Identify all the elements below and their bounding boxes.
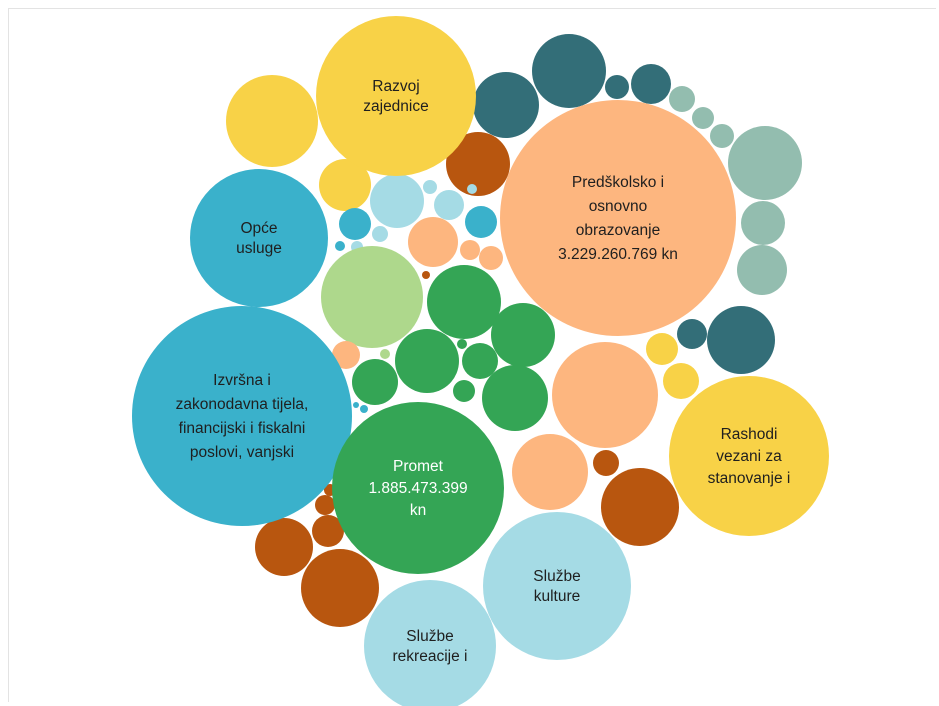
- bubble-blue-26: [339, 208, 371, 240]
- bubble-label-razvoj-zajednice-line-2: zajednice: [363, 98, 429, 115]
- bubble-green-50: [352, 359, 398, 405]
- bubble-sluzbe-rekreacije: [364, 580, 496, 706]
- bubble-darkteal-5: [707, 306, 775, 374]
- bubble-label-predskolsko-obrazovanje-line-3: obrazovanje: [576, 222, 660, 239]
- bubble-blue-29: [360, 405, 368, 413]
- bubble-green-48: [462, 343, 498, 379]
- bubble-izvrsna-tijela: [132, 306, 352, 526]
- bubble-sage-8: [741, 201, 785, 245]
- bubble-label-promet-line-2: 1.885.473.399: [368, 480, 467, 497]
- bubble-label-predskolsko-obrazovanje-line-1: Predškolsko i: [572, 174, 664, 191]
- bubble-blue-27: [465, 206, 497, 238]
- bubble-rust-18: [601, 468, 679, 546]
- bubble-yellow-13: [226, 75, 318, 167]
- bubble-darkteal-3: [631, 64, 671, 104]
- bubble-green-49: [482, 365, 548, 431]
- bubble-rust-25: [422, 271, 430, 279]
- bubble-lightblue-33: [423, 180, 437, 194]
- bubble-lightgreen-38: [380, 349, 390, 359]
- bubble-peach-39: [408, 217, 458, 267]
- bubble-peach-40: [460, 240, 480, 260]
- bubble-peach-42: [552, 342, 658, 448]
- bubble-darkteal-1: [532, 34, 606, 108]
- bubble-sage-7: [728, 126, 802, 200]
- bubble-rust-23: [315, 495, 335, 515]
- bubble-rust-22: [312, 515, 344, 547]
- bubble-lightblue-36: [467, 184, 477, 194]
- bubble-label-sluzbe-rekreacije-line-1: Službe: [406, 628, 453, 645]
- bubble-label-rashodi-stanovanje-line-1: Rashodi: [721, 426, 778, 443]
- bubble-label-opce-usluge-line-1: Opće: [240, 220, 277, 237]
- bubble-peach-43: [512, 434, 588, 510]
- bubble-yellow-15: [646, 333, 678, 365]
- bubble-darkteal-4: [605, 75, 629, 99]
- bubble-label-sluzbe-rekreacije-line-2: rekreacije i: [393, 648, 468, 665]
- bubble-darkteal-2: [473, 72, 539, 138]
- bubble-green-46: [491, 303, 555, 367]
- bubble-opce-usluge: [190, 169, 328, 307]
- bubble-blue-28: [335, 241, 345, 251]
- bubble-peach-41: [479, 246, 503, 270]
- bubble-lightblue-32: [434, 190, 464, 220]
- bubble-yellow-14: [319, 159, 371, 211]
- bubble-blue-30: [353, 402, 359, 408]
- bubble-label-izvrsna-tijela-line-3: financijski i fiskalni: [179, 420, 306, 437]
- bubble-sage-9: [737, 245, 787, 295]
- bubble-label-sluzbe-kulture-line-2: kulture: [534, 588, 581, 605]
- bubble-razvoj-zajednice: [316, 16, 476, 176]
- bubble-lightblue-31: [370, 174, 424, 228]
- bubble-label-promet-line-1: Promet: [393, 458, 444, 475]
- bubble-label-izvrsna-tijela-line-2: zakonodavna tijela,: [176, 396, 309, 413]
- bubble-label-izvrsna-tijela-line-1: Izvršna i: [213, 372, 271, 389]
- bubble-lightblue-34: [372, 226, 388, 242]
- bubble-yellow-16: [663, 363, 699, 399]
- bubble-predskolsko-obrazovanje: [500, 100, 736, 336]
- bubble-rust-17: [446, 132, 510, 196]
- bubble-sage-10: [669, 86, 695, 112]
- bubble-rust-19: [593, 450, 619, 476]
- bubble-label-razvoj-zajednice-line-1: Razvoj: [372, 78, 419, 95]
- bubble-sluzbe-kulture: [483, 512, 631, 660]
- bubble-green-45: [427, 265, 501, 339]
- bubble-green-47: [395, 329, 459, 393]
- bubble-label-rashodi-stanovanje-line-3: stanovanje i: [708, 470, 791, 487]
- bubble-rashodi-stanovanje: [669, 376, 829, 536]
- bubble-promet: [332, 402, 504, 574]
- bubble-sage-12: [710, 124, 734, 148]
- bubble-label-rashodi-stanovanje-line-2: vezani za: [716, 448, 782, 465]
- bubble-green-51: [453, 380, 475, 402]
- bubble-label-predskolsko-obrazovanje-line-4: 3.229.260.769 kn: [558, 246, 678, 263]
- bubble-label-predskolsko-obrazovanje-line-2: osnovno: [589, 198, 648, 215]
- bubble-label-izvrsna-tijela-line-4: poslovi, vanjski: [190, 444, 294, 461]
- bubble-sage-11: [692, 107, 714, 129]
- bubble-rust-20: [301, 549, 379, 627]
- bubble-label-sluzbe-kulture-line-1: Službe: [533, 568, 580, 585]
- bubble-peach-44: [332, 341, 360, 369]
- bubble-label-promet-line-3: kn: [410, 502, 426, 519]
- bubble-darkteal-6: [677, 319, 707, 349]
- bubble-label-opce-usluge-line-2: usluge: [236, 240, 282, 257]
- chart-frame: [8, 8, 936, 702]
- bubble-green-52: [457, 339, 467, 349]
- bubble-lightgreen-37: [321, 246, 423, 348]
- bubble-rust-21: [255, 518, 313, 576]
